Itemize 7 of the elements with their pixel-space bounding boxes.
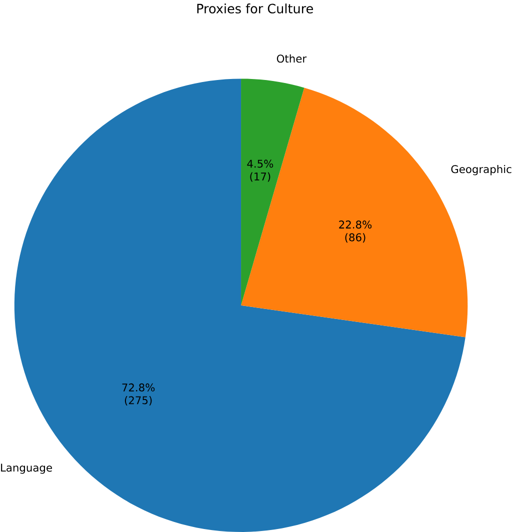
chart-title: Proxies for Culture bbox=[197, 4, 314, 14]
slice-label: Other bbox=[276, 54, 307, 63]
slice-label: Language bbox=[1, 464, 52, 474]
data-label: 22.8% (86) bbox=[339, 220, 372, 243]
data-label: 4.5% (17) bbox=[247, 160, 274, 182]
data-label: 72.8% (275) bbox=[122, 383, 155, 406]
slice-label: Geographic bbox=[451, 164, 512, 176]
